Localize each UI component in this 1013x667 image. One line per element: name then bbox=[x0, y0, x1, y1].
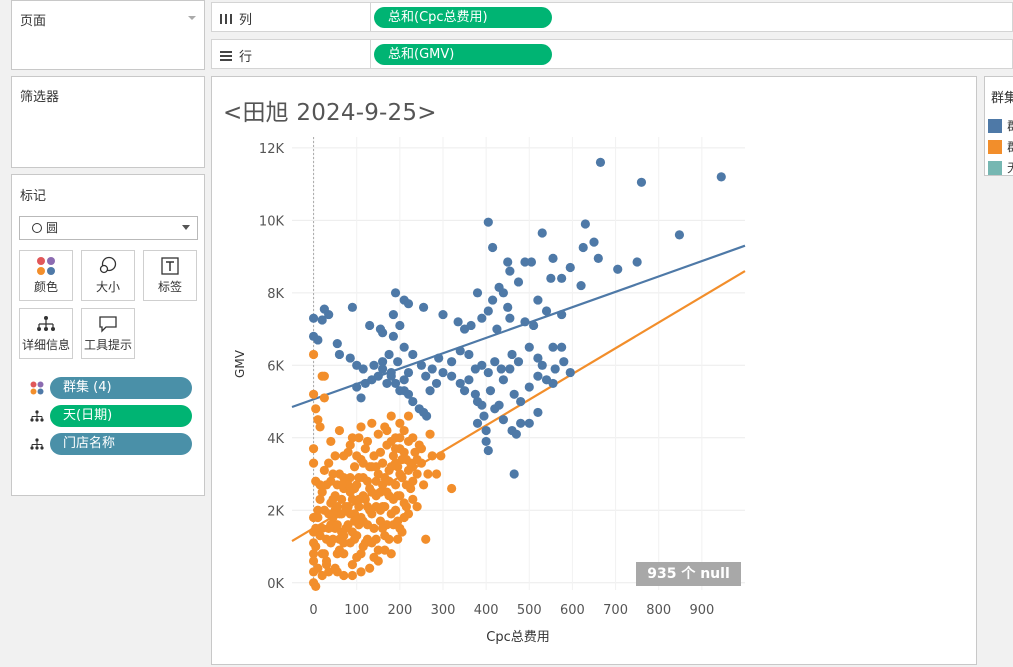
rows-icon bbox=[220, 50, 232, 61]
cluster-field-pill[interactable]: 群集 (4) bbox=[50, 377, 192, 399]
color-dots-icon bbox=[20, 251, 72, 278]
pages-card: 页面 bbox=[11, 0, 205, 70]
size-button[interactable]: 大小 bbox=[81, 250, 135, 301]
color-dots-icon bbox=[30, 381, 44, 395]
store-name-field-label: 门店名称 bbox=[63, 436, 116, 451]
rows-shelf[interactable]: 行 总和(GMV) bbox=[211, 39, 1013, 69]
legend-title: 群集 bbox=[991, 91, 1013, 106]
size-button-label: 大小 bbox=[95, 280, 120, 294]
pages-menu-caret-icon[interactable] bbox=[188, 16, 196, 20]
circle-mark-icon bbox=[32, 223, 42, 233]
detail-tree-icon bbox=[20, 309, 72, 336]
null-count-badge[interactable]: 935 个 null bbox=[636, 562, 741, 586]
cluster-field-label: 群集 (4) bbox=[63, 380, 112, 395]
tooltip-button-label: 工具提示 bbox=[83, 338, 132, 352]
legend-card: 群集 群 群 无 bbox=[984, 76, 1013, 176]
filters-card[interactable]: 筛选器 bbox=[11, 76, 205, 168]
legend-item-label: 群 bbox=[1007, 119, 1013, 133]
detail-tree-icon bbox=[30, 438, 44, 450]
mark-type-value: 圆 bbox=[46, 221, 59, 235]
pages-title: 页面 bbox=[20, 14, 47, 29]
label-button[interactable]: 标签 bbox=[143, 250, 197, 301]
rows-shelf-text: 行 bbox=[239, 50, 253, 65]
view-canvas: <田旭 2024-9-25> bbox=[211, 76, 977, 665]
null-count-text: 935 个 null bbox=[647, 566, 730, 582]
columns-shelf-text: 列 bbox=[239, 13, 253, 28]
store-name-field-pill[interactable]: 门店名称 bbox=[50, 433, 192, 455]
chevron-down-icon bbox=[182, 225, 190, 230]
legend-item-label: 群 bbox=[1007, 140, 1013, 154]
legend-swatch bbox=[988, 160, 1002, 175]
color-button-label: 颜色 bbox=[33, 280, 58, 294]
chart-title: <田旭 2024-9-25> bbox=[223, 100, 437, 126]
size-circles-icon bbox=[82, 251, 134, 278]
columns-shelf-label: 列 bbox=[219, 9, 252, 28]
marks-card: 标记 圆 颜色 大小 标签 详细信息 工具提示 群集 (4) 天(日期) bbox=[11, 174, 205, 496]
detail-tree-icon bbox=[30, 410, 44, 422]
day-field-pill[interactable]: 天(日期) bbox=[50, 405, 192, 427]
columns-icon bbox=[220, 13, 232, 24]
tooltip-button[interactable]: 工具提示 bbox=[81, 308, 135, 359]
shelf-divider bbox=[370, 40, 371, 68]
tooltip-bubble-icon bbox=[82, 309, 134, 336]
color-button[interactable]: 颜色 bbox=[19, 250, 73, 301]
legend-swatch bbox=[988, 139, 1002, 154]
filters-title: 筛选器 bbox=[20, 90, 60, 105]
label-t-icon bbox=[144, 251, 196, 278]
shelf-divider bbox=[370, 3, 371, 31]
legend-item[interactable]: 群 bbox=[988, 136, 1013, 154]
legend-item[interactable]: 群 bbox=[988, 115, 1013, 133]
legend-item[interactable]: 无 bbox=[988, 157, 1013, 175]
mark-type-dropdown[interactable]: 圆 bbox=[19, 216, 198, 240]
detail-button[interactable]: 详细信息 bbox=[19, 308, 73, 359]
legend-item-label: 无 bbox=[1007, 161, 1013, 175]
day-field-label: 天(日期) bbox=[63, 408, 113, 423]
rows-shelf-label: 行 bbox=[219, 46, 252, 65]
legend-swatch bbox=[988, 118, 1002, 133]
label-button-label: 标签 bbox=[157, 280, 182, 294]
columns-pill[interactable]: 总和(Cpc总费用) bbox=[374, 7, 552, 28]
detail-button-label: 详细信息 bbox=[21, 338, 70, 352]
marks-title: 标记 bbox=[20, 189, 47, 204]
rows-pill[interactable]: 总和(GMV) bbox=[374, 44, 552, 65]
columns-shelf[interactable]: 列 总和(Cpc总费用) bbox=[211, 2, 1013, 32]
